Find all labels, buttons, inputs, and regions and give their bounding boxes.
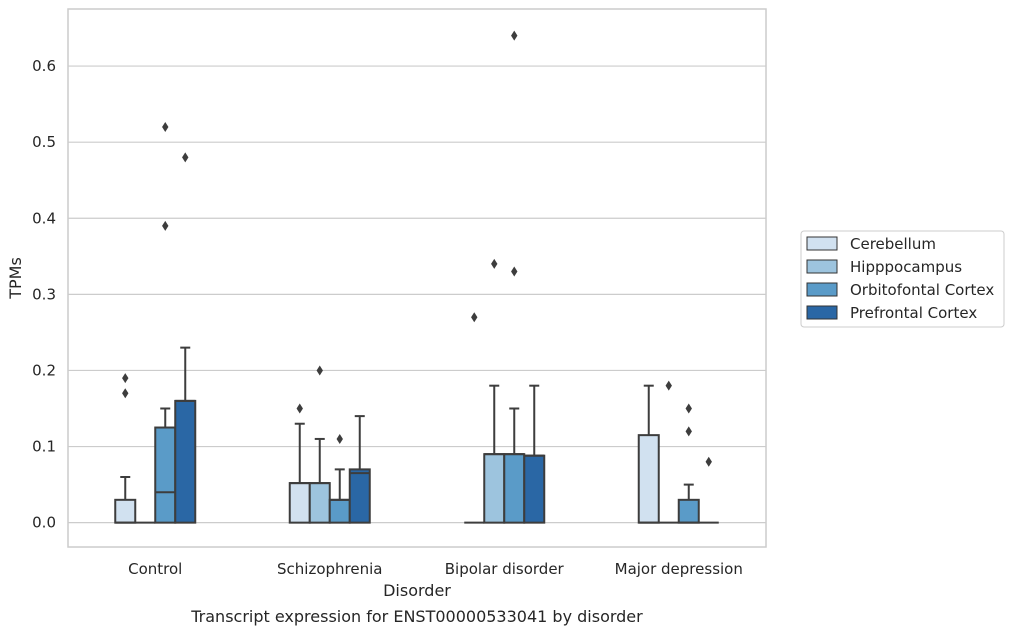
legend-label: Orbitofontal Cortex [850, 281, 994, 299]
x-axis-title: Disorder [383, 581, 451, 600]
chart-caption: Transcript expression for ENST0000053304… [190, 607, 643, 626]
boxes [114, 30, 719, 524]
box-cerebellum [288, 403, 311, 524]
outlier-point [162, 220, 169, 231]
box-hipppocampus [483, 258, 506, 524]
box-rect [288, 482, 311, 524]
box-prefrontal-cortex [698, 456, 719, 524]
y-tick-label: 0.2 [32, 361, 56, 379]
box-hipppocampus [308, 365, 331, 524]
box-prefrontal-cortex [348, 415, 371, 524]
box-orbitofontal-cortex [503, 30, 526, 524]
outlier-point [122, 373, 129, 384]
outlier-point [162, 121, 169, 132]
box-rect [174, 399, 197, 524]
legend-swatch [806, 282, 838, 297]
outlier-point [471, 312, 478, 323]
outlier-point [685, 426, 692, 437]
outlier-point [705, 456, 712, 467]
outlier-point [336, 433, 343, 444]
box-prefrontal-cortex [523, 384, 546, 524]
legend-swatch [806, 236, 838, 251]
box-rect [637, 434, 660, 524]
box-orbitofontal-cortex [328, 433, 351, 524]
box-orbitofontal-cortex [154, 121, 177, 524]
box-orbitofontal-cortex [677, 403, 700, 524]
box-rect [677, 498, 700, 524]
legend-swatch [806, 305, 838, 320]
x-axis-ticks: Control Schizophrenia Bipolar disorder Majo… [128, 560, 743, 578]
y-tick-label: 0.0 [32, 514, 56, 532]
x-tick-label: Bipolar disorder [445, 560, 565, 578]
outlier-point [511, 266, 518, 277]
plot-area-frame [67, 8, 767, 548]
x-tick-label: Control [128, 560, 182, 578]
y-tick-label: 0.1 [32, 438, 56, 456]
box-prefrontal-cortex [174, 152, 197, 524]
box-rect [114, 498, 137, 524]
box-rect [328, 498, 351, 524]
outlier-point [665, 380, 672, 391]
box-hipppocampus [658, 380, 679, 524]
legend-label: Prefrontal Cortex [850, 304, 977, 322]
y-tick-label: 0.6 [32, 57, 56, 75]
outlier-point [491, 258, 498, 269]
y-tick-label: 0.5 [32, 133, 56, 151]
box-cerebellum [114, 373, 137, 524]
legend-frame [800, 230, 1005, 328]
outlier-point [122, 388, 129, 399]
box-rect [483, 453, 506, 524]
legend-label: Hipppocampus [850, 258, 962, 276]
box-rect [523, 454, 546, 524]
box-rect [503, 453, 526, 524]
legend-swatch [806, 259, 838, 274]
outlier-point [316, 365, 323, 376]
y-axis-title: TPMs [6, 257, 25, 300]
outlier-point [296, 403, 303, 414]
box-cerebellum [464, 312, 485, 524]
x-tick-label: Schizophrenia [277, 560, 382, 578]
legend: Cerebellum Hipppocampus Orbitofontal Corte… [800, 230, 1005, 328]
legend-label: Cerebellum [850, 235, 936, 253]
x-tick-label: Major depression [615, 560, 743, 578]
outlier-point [511, 30, 518, 41]
outlier-point [182, 152, 189, 163]
box-rect [308, 482, 331, 524]
outlier-point [685, 403, 692, 414]
box-rect [154, 426, 177, 524]
y-tick-label: 0.3 [32, 285, 56, 303]
y-tick-label: 0.4 [32, 209, 56, 227]
box-rect [348, 468, 371, 524]
y-axis-ticks: 0.0 0.1 0.2 0.3 0.4 0.5 0.6 [32, 57, 56, 532]
box-cerebellum [637, 384, 660, 524]
